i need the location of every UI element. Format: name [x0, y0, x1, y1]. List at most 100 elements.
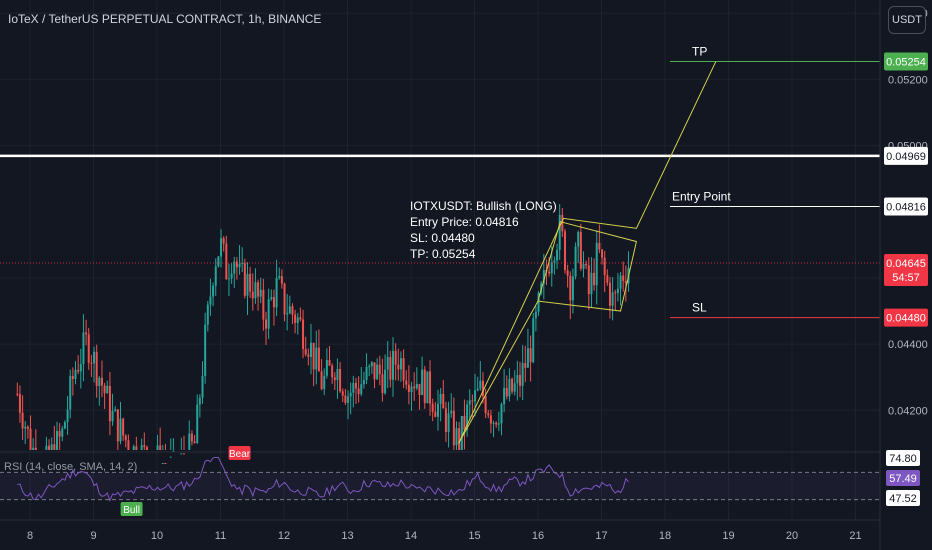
candle-body: [275, 278, 278, 308]
candle-body: [251, 291, 254, 299]
rsi-signal-bull: [120, 502, 143, 516]
rsi-level-box: [886, 450, 920, 466]
candle-body: [32, 447, 35, 450]
price-label-value: 0.04480: [886, 313, 926, 325]
candle-body: [601, 249, 604, 258]
candle-body: [307, 354, 310, 357]
candle-body: [497, 423, 500, 425]
candle-body: [233, 261, 236, 274]
candle-body: [563, 231, 566, 271]
candle-body: [603, 257, 606, 276]
candle-body: [614, 292, 617, 294]
trade-annotation: IOTXUSDT: Bullish (LONG) Entry Price: 0.0…: [410, 199, 557, 261]
candle-body: [579, 232, 582, 269]
candles: [16, 203, 630, 465]
time-tick-label: 20: [786, 530, 798, 542]
time-tick-label: 13: [341, 530, 353, 542]
candle-body: [519, 374, 522, 386]
candle-body: [249, 273, 252, 292]
candle-body: [296, 317, 299, 323]
candle-body: [286, 313, 289, 315]
rsi-level-label: 74.80: [889, 453, 917, 465]
time-tick-label: 11: [215, 530, 226, 542]
currency-button[interactable]: USDT: [888, 6, 926, 34]
price-label-value: 0.04969: [886, 151, 926, 163]
annotation-line: TP: 0.05254: [410, 247, 476, 261]
candle-body: [50, 444, 53, 450]
candle-body: [606, 275, 609, 283]
candle-body: [238, 263, 241, 268]
candle-body: [206, 304, 209, 325]
price-label-value: 0.05254: [886, 57, 926, 69]
candle-body: [95, 351, 98, 387]
candle-body: [455, 428, 458, 446]
candle-body: [339, 368, 342, 392]
rsi-pane: Bear Bull: [0, 446, 880, 516]
candle-body: [294, 314, 297, 323]
candle-body: [458, 428, 461, 450]
candle-body: [159, 445, 162, 450]
candle-body: [220, 238, 223, 257]
candle-body: [198, 397, 201, 405]
projection-path: [458, 61, 717, 444]
candle-body: [532, 318, 535, 363]
candle-body: [71, 376, 74, 380]
candle-body: [16, 393, 19, 395]
candle-body: [254, 282, 257, 299]
candle-body: [415, 384, 418, 389]
candle-body: [140, 445, 143, 450]
candle-body: [384, 369, 387, 394]
time-tick-label: 9: [90, 530, 96, 542]
candle-body: [444, 408, 447, 433]
candle-body: [357, 388, 360, 394]
level-label-tp: TP: [692, 45, 707, 59]
candle-body: [413, 386, 416, 389]
candle-body: [270, 297, 273, 300]
chart-title: IoTeX / TetherUS PERPETUAL CONTRACT, 1h,…: [8, 12, 322, 26]
candle-body: [58, 431, 61, 437]
candle-body: [381, 374, 384, 394]
time-tick-label: 14: [405, 530, 417, 542]
grid-lines: [0, 0, 880, 520]
candle-body: [571, 276, 574, 301]
candle-body: [309, 342, 312, 357]
candle-body: [526, 348, 529, 368]
candle-body: [341, 391, 344, 396]
candle-body: [394, 350, 397, 365]
candle-body: [243, 263, 246, 296]
price-axis: 0.054000.052000.050000.046000.044000.042…: [879, 0, 932, 550]
candle-body: [410, 386, 413, 392]
candle-body: [468, 400, 471, 405]
candle-body: [180, 453, 183, 455]
candle-body: [204, 324, 207, 376]
candle-body: [331, 365, 334, 378]
candle-body: [429, 371, 432, 404]
candle-body: [505, 387, 508, 397]
candle-body: [516, 374, 519, 384]
candle-body: [431, 403, 434, 412]
candle-body: [230, 273, 233, 279]
time-tick-label: 12: [278, 530, 290, 542]
time-tick-label: 15: [468, 530, 480, 542]
candle-body: [188, 433, 191, 450]
candle-body: [534, 311, 537, 319]
candle-body: [119, 418, 122, 442]
candle-body: [209, 296, 212, 305]
candle-body: [529, 348, 532, 363]
candle-body: [259, 289, 262, 297]
candle-body: [53, 444, 56, 450]
candle-body: [288, 306, 291, 314]
price-label-box: [884, 254, 928, 287]
candle-body: [492, 422, 495, 424]
candle-body: [257, 282, 260, 297]
candle-body: [511, 378, 514, 392]
candle-body: [593, 272, 596, 286]
candle-body: [561, 214, 564, 232]
annotation-line: IOTXUSDT: Bullish (LONG): [410, 199, 557, 213]
price-label-box: [884, 308, 928, 327]
candle-body: [349, 392, 352, 397]
candle-body: [460, 415, 463, 450]
annotation-line: Entry Price: 0.04816: [410, 215, 519, 229]
